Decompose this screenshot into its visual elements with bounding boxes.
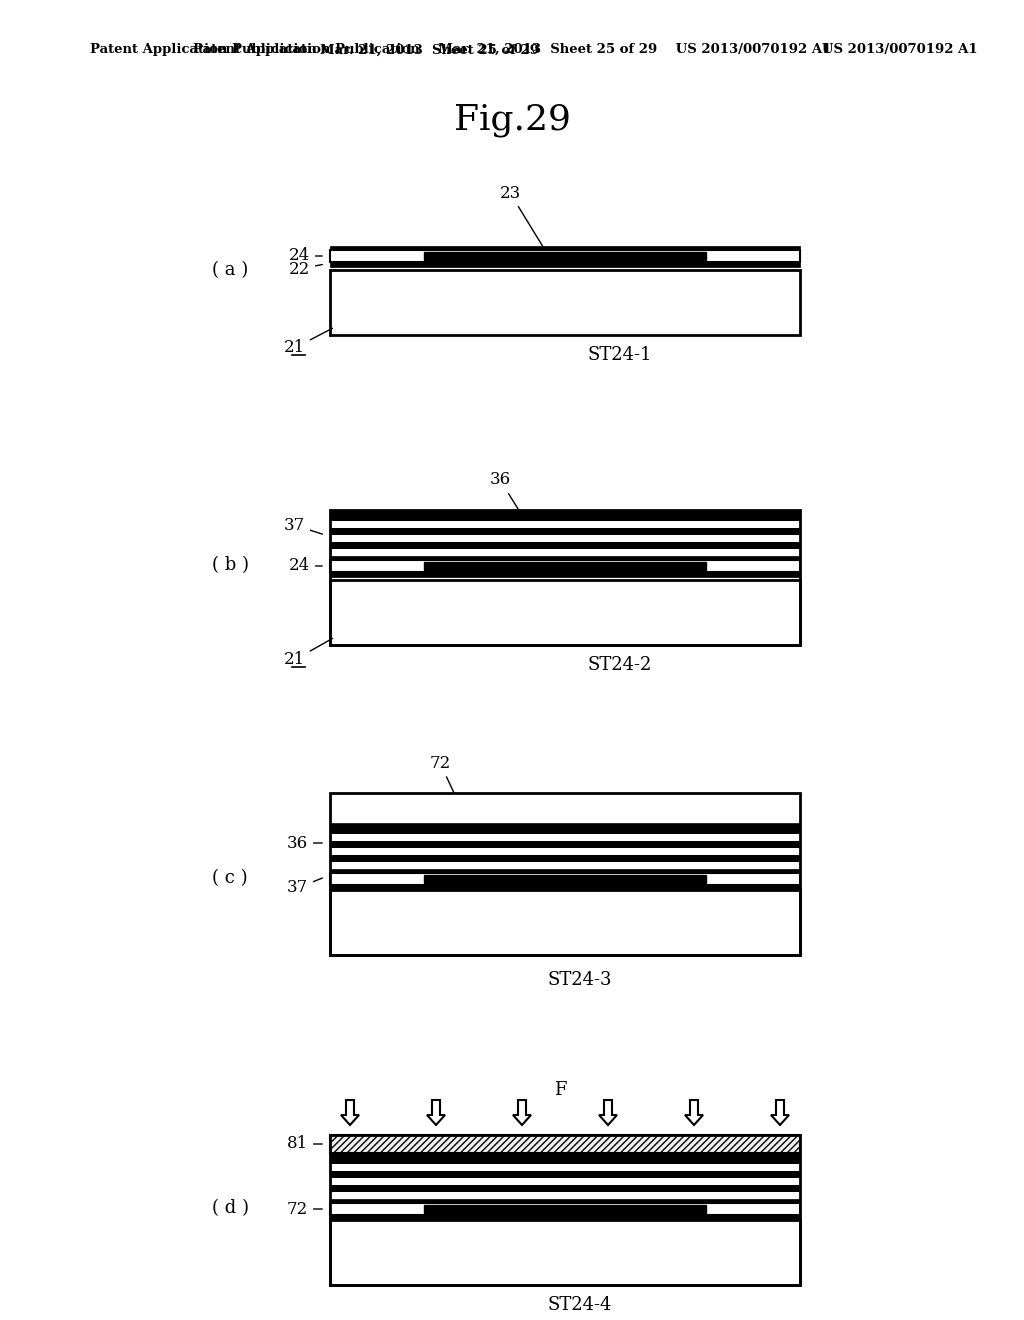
Polygon shape — [685, 1100, 703, 1125]
Bar — [330, 261, 800, 267]
Text: 23: 23 — [500, 185, 544, 248]
Bar — [330, 246, 800, 249]
Bar — [330, 510, 800, 513]
Bar — [330, 1185, 800, 1192]
Bar — [330, 271, 800, 335]
Bar — [330, 834, 800, 841]
Text: ( b ): ( b ) — [212, 556, 249, 574]
Bar — [330, 1150, 800, 1158]
Text: ST24-1: ST24-1 — [588, 346, 652, 364]
Bar — [330, 1152, 800, 1158]
Bar — [330, 1220, 800, 1284]
Text: 24: 24 — [289, 248, 323, 264]
Text: 24: 24 — [289, 557, 323, 574]
Bar — [330, 873, 800, 884]
Text: Mar. 21, 2013  Sheet 25 of 29: Mar. 21, 2013 Sheet 25 of 29 — [321, 44, 540, 57]
Bar — [330, 1171, 800, 1177]
Bar — [330, 1135, 800, 1284]
Bar — [424, 252, 706, 260]
Bar — [424, 875, 706, 883]
Polygon shape — [341, 1100, 359, 1125]
Bar — [330, 1177, 800, 1185]
Text: US 2013/0070192 A1: US 2013/0070192 A1 — [822, 44, 978, 57]
Text: ST24-3: ST24-3 — [548, 972, 612, 989]
Bar — [330, 513, 800, 521]
Bar — [330, 855, 800, 862]
Bar — [330, 507, 800, 513]
Polygon shape — [427, 1100, 445, 1125]
Bar — [330, 1199, 800, 1203]
Text: 36: 36 — [489, 471, 518, 510]
Bar — [330, 1203, 800, 1214]
Bar — [330, 828, 800, 834]
Text: 81: 81 — [287, 1135, 323, 1152]
Text: ST24-4: ST24-4 — [548, 1296, 612, 1313]
Bar — [330, 579, 800, 645]
Text: 36: 36 — [287, 834, 323, 851]
Bar — [330, 1158, 800, 1164]
Text: 37: 37 — [284, 516, 323, 535]
Bar — [330, 822, 800, 828]
Text: ( a ): ( a ) — [212, 261, 248, 279]
Bar — [330, 1135, 800, 1152]
Text: ( d ): ( d ) — [212, 1199, 249, 1217]
Text: Patent Application Publication: Patent Application Publication — [90, 44, 316, 57]
Text: Patent Application Publication    Mar. 21, 2013  Sheet 25 of 29    US 2013/00701: Patent Application Publication Mar. 21, … — [193, 44, 831, 57]
Bar — [330, 528, 800, 535]
Bar — [330, 510, 800, 645]
Bar — [330, 249, 800, 261]
Text: 21: 21 — [284, 639, 333, 668]
Bar — [330, 1164, 800, 1171]
Text: ( c ): ( c ) — [212, 869, 248, 887]
Bar — [330, 884, 800, 890]
Bar — [330, 793, 800, 954]
Bar — [330, 841, 800, 847]
Bar — [330, 890, 800, 954]
Bar — [424, 1205, 706, 1213]
Polygon shape — [599, 1100, 617, 1125]
Bar — [330, 535, 800, 543]
Text: 72: 72 — [429, 755, 454, 792]
Bar — [330, 521, 800, 528]
Bar — [424, 562, 706, 570]
Bar — [330, 1214, 800, 1220]
Bar — [330, 560, 800, 572]
Bar — [330, 869, 800, 873]
Bar — [330, 556, 800, 560]
Text: Fig.29: Fig.29 — [454, 103, 570, 137]
Text: 21: 21 — [284, 329, 333, 356]
Bar — [330, 793, 800, 822]
Polygon shape — [771, 1100, 790, 1125]
Bar — [330, 543, 800, 549]
Bar — [330, 572, 800, 577]
Text: ST24-2: ST24-2 — [588, 656, 652, 675]
Polygon shape — [513, 1100, 531, 1125]
Bar — [330, 847, 800, 855]
Text: 72: 72 — [287, 1200, 323, 1217]
Text: F: F — [554, 1081, 566, 1100]
Text: 22: 22 — [289, 260, 323, 277]
Text: 37: 37 — [287, 878, 323, 896]
Bar — [330, 820, 800, 828]
